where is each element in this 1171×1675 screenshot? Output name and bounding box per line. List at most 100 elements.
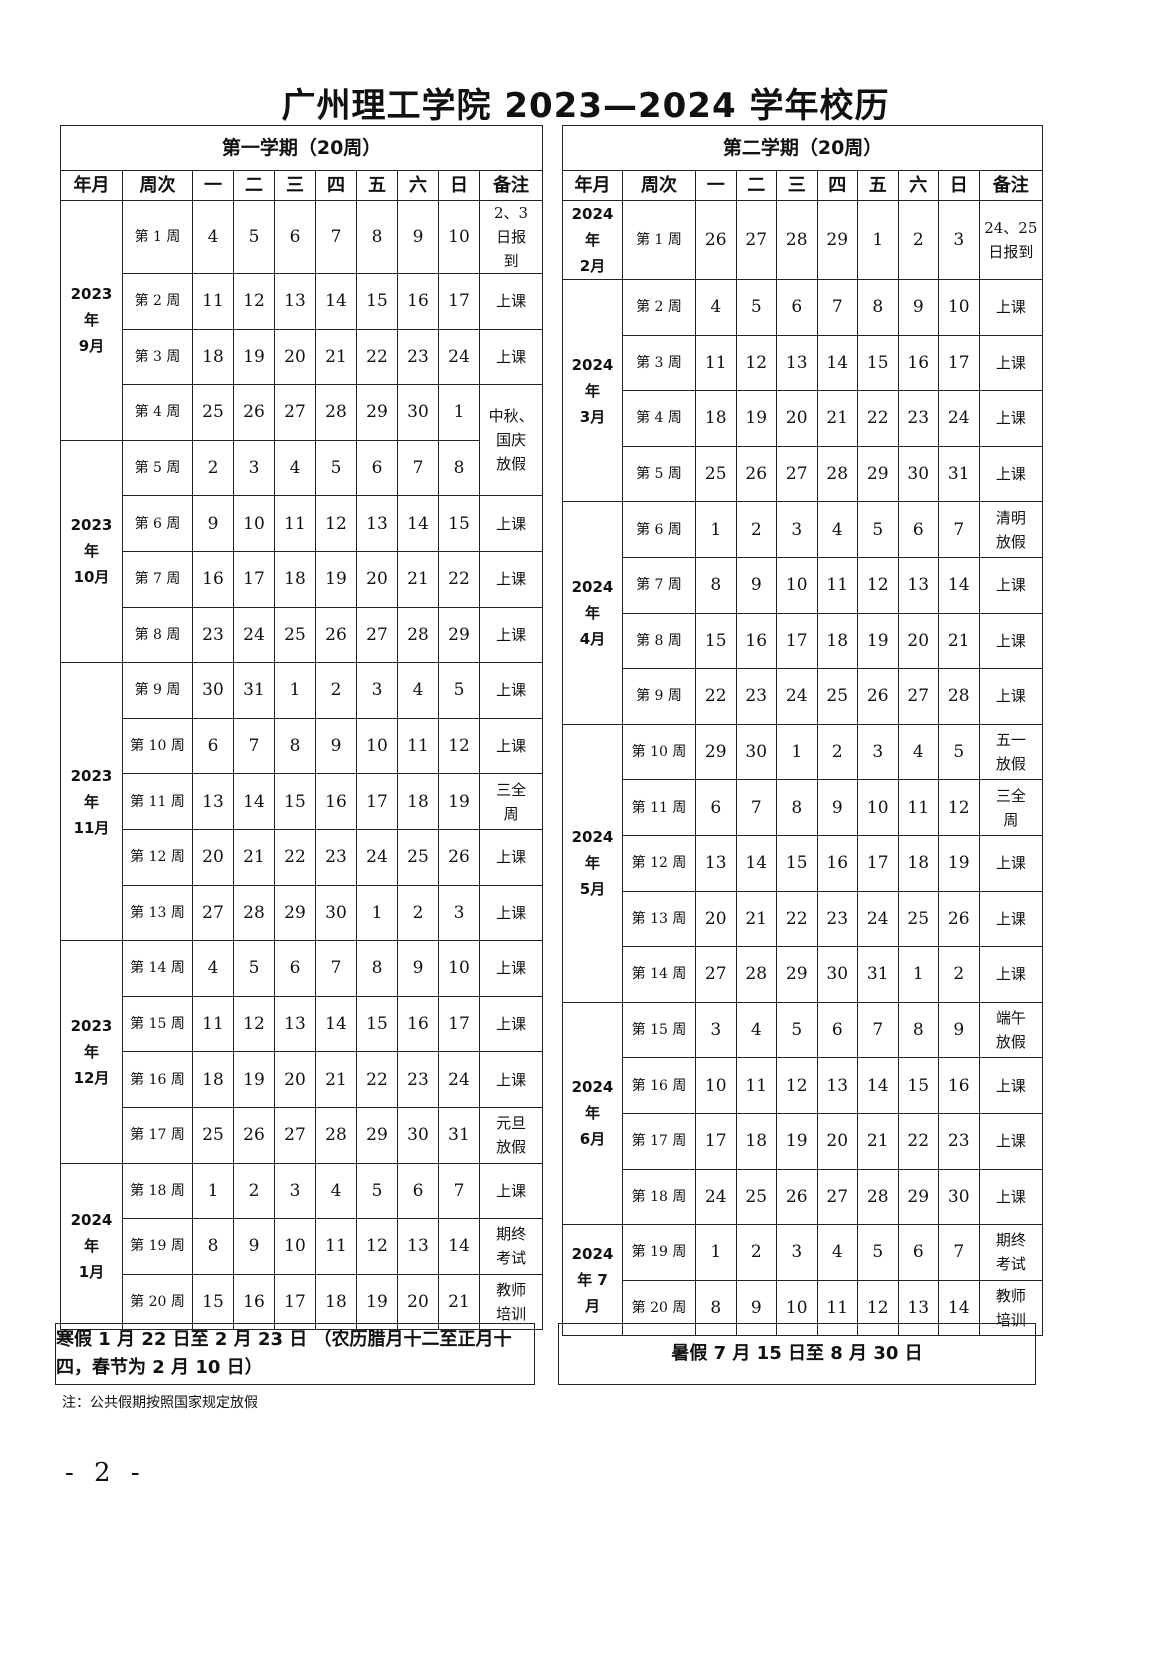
day-cell: 17 [438, 273, 480, 330]
week-label: 第 15 周 [122, 995, 193, 1053]
day-cell: 6 [897, 501, 939, 558]
column-header: 周次 [122, 170, 193, 201]
remark-cell: 上课 [478, 940, 544, 997]
week-row: 第 5 周 25 26 27 28 29 30 31 上课 [563, 445, 1044, 503]
week-label: 第 19 周 [622, 1224, 696, 1281]
day-cell: 14 [857, 1057, 899, 1114]
remark-cell: 24、25 日报到 [978, 200, 1044, 280]
week-row: 2024 年 6月第 15 周 3 4 5 6 7 8 9 端午 放假 [562, 1001, 1044, 1226]
day-cell: 1 [897, 946, 939, 1003]
day-cell: 29 [274, 884, 316, 942]
day-cell: 29 [816, 200, 858, 280]
day-cell: 15 [776, 834, 818, 892]
day-cell: 27 [816, 1168, 858, 1226]
week-label: 第 6 周 [122, 495, 193, 552]
remark-cell: 2、3 日报 到 [478, 200, 544, 274]
week-row: 第 11 周 13 14 15 16 17 18 19 三全 周 [61, 773, 544, 830]
day-cell: 14 [816, 334, 858, 392]
day-cell: 6 [274, 200, 316, 274]
day-cell: 27 [356, 606, 398, 664]
remark-cell: 上课 [478, 828, 544, 886]
month-cell: 2024 年 1月 [60, 1162, 123, 1331]
week-label: 第 18 周 [122, 1162, 193, 1220]
remark-cell: 元旦 放假 [478, 1106, 544, 1164]
day-cell: 5 [438, 662, 480, 719]
day-cell: 30 [397, 1106, 439, 1164]
day-cell: 13 [356, 495, 398, 552]
day-cell: 4 [735, 1001, 777, 1059]
day-cell: 8 [356, 200, 398, 274]
day-cell: 28 [816, 445, 858, 503]
day-cell: 29 [356, 1106, 398, 1164]
remark-cell: 五一 放假 [978, 723, 1044, 781]
day-cell: 25 [735, 1168, 777, 1226]
day-cell: 12 [857, 556, 899, 614]
day-cell: 4 [397, 662, 439, 719]
day-cell: 31 [938, 445, 980, 503]
day-cell: 29 [356, 384, 398, 441]
week-label: 第 9 周 [122, 662, 193, 719]
day-cell: 8 [695, 556, 737, 614]
column-header: 五 [356, 170, 398, 201]
day-cell: 22 [438, 550, 480, 608]
day-cell: 24 [356, 828, 398, 886]
day-cell: 13 [776, 334, 818, 392]
remark-cell: 上课 [478, 328, 544, 386]
week-row: 2024 年 3月第 2 周 4 5 6 7 8 9 10 上课 [562, 278, 1044, 503]
day-cell: 23 [192, 606, 234, 664]
day-cell: 31 [857, 946, 899, 1003]
footnote: 注：公共假期按照国家规定放假 [62, 1395, 258, 1411]
day-cell: 5 [776, 1001, 818, 1059]
month-cell: 2024 年 6月 [562, 1001, 623, 1226]
remark-cell: 上课 [478, 1051, 544, 1108]
month-cell: 2024 年 2月 [562, 200, 623, 280]
day-cell: 26 [233, 384, 275, 441]
day-cell: 4 [897, 723, 939, 781]
week-row: 第 4 周 18 19 20 21 22 23 24 上课 [563, 390, 1044, 447]
week-row: 第 16 周 10 11 12 13 14 15 16 上课 [563, 1057, 1044, 1114]
week-row: 2024 年 7 月第 19 周 1 2 3 4 5 6 7 期终 考试 [562, 1224, 1044, 1337]
day-cell: 8 [438, 439, 480, 497]
day-cell: 3 [857, 723, 899, 781]
day-cell: 18 [192, 328, 234, 386]
day-cell: 29 [776, 946, 818, 1003]
column-header: 备注 [978, 170, 1044, 201]
day-cell: 9 [315, 717, 357, 775]
week-label: 第 4 周 [622, 390, 696, 447]
day-cell: 15 [897, 1057, 939, 1114]
day-cell: 7 [857, 1001, 899, 1059]
remark-cell: 上课 [978, 390, 1044, 447]
day-cell: 14 [735, 834, 777, 892]
week-row: 第 12 周 20 21 22 23 24 25 26 上课 [61, 828, 544, 886]
day-cell: 4 [192, 200, 234, 274]
month-cell: 2023 年 11月 [60, 662, 123, 942]
day-cell: 13 [274, 995, 316, 1053]
remark-cell: 教师 培训 [478, 1273, 544, 1331]
day-cell: 23 [897, 390, 939, 447]
day-cell: 17 [274, 1273, 316, 1331]
day-cell: 2 [938, 946, 980, 1003]
week-row: 第 11 周 6 7 8 9 10 11 12 三全 周 [563, 779, 1044, 836]
day-cell: 17 [938, 334, 980, 392]
day-cell: 5 [233, 940, 275, 997]
day-cell: 2 [192, 439, 234, 497]
week-label: 第 7 周 [122, 550, 193, 608]
day-cell: 23 [397, 1051, 439, 1108]
day-cell: 21 [315, 328, 357, 386]
summer-vacation-note: 暑假 7 月 15 日至 8 月 30 日 [558, 1323, 1036, 1385]
week-row: 第 7 周 16 17 18 19 20 21 22 上课 [61, 550, 544, 608]
day-cell: 22 [274, 828, 316, 886]
day-cell: 27 [735, 200, 777, 280]
day-cell: 11 [192, 273, 234, 330]
column-header: 五 [857, 170, 899, 201]
column-header: 二 [735, 170, 777, 201]
day-cell: 25 [397, 828, 439, 886]
day-cell: 2 [315, 662, 357, 719]
day-cell: 18 [816, 612, 858, 670]
day-cell: 7 [816, 279, 858, 336]
remark-cell: 上课 [978, 1168, 1044, 1226]
day-cell: 25 [695, 445, 737, 503]
day-cell: 23 [938, 1112, 980, 1170]
week-label: 第 17 周 [122, 1106, 193, 1164]
day-cell: 26 [776, 1168, 818, 1226]
